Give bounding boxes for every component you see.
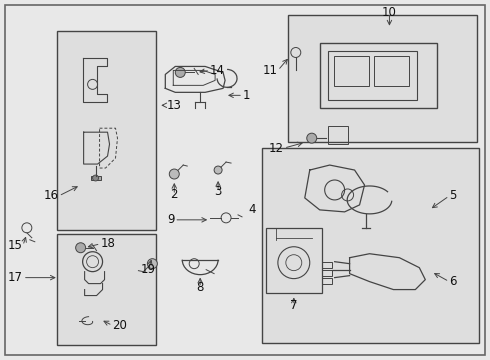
Bar (328, 126, 347, 144)
Text: 18: 18 (100, 237, 116, 250)
Text: 6: 6 (449, 275, 457, 288)
Text: 17: 17 (8, 271, 23, 284)
Bar (322, 270, 332, 276)
Circle shape (93, 175, 98, 181)
Polygon shape (91, 176, 100, 180)
Bar (57, 234, 156, 345)
Bar (328, 50, 417, 100)
Text: 2: 2 (171, 188, 178, 202)
Text: 20: 20 (113, 319, 127, 332)
Bar (374, 57, 409, 86)
Text: 14: 14 (210, 64, 225, 77)
Bar (319, 42, 437, 108)
Circle shape (147, 259, 157, 269)
Text: 12: 12 (269, 141, 284, 155)
Circle shape (214, 166, 222, 174)
Text: 5: 5 (449, 189, 457, 202)
Text: 8: 8 (196, 281, 204, 294)
Text: 19: 19 (141, 263, 156, 276)
Bar (322, 278, 332, 284)
Circle shape (75, 243, 86, 253)
Text: 10: 10 (382, 6, 397, 19)
Text: 16: 16 (44, 189, 59, 202)
Bar (262, 148, 479, 343)
Text: 7: 7 (290, 299, 297, 312)
Text: 1: 1 (243, 89, 250, 102)
Bar (288, 15, 477, 142)
Text: 3: 3 (215, 185, 222, 198)
Text: 4: 4 (248, 203, 255, 216)
Text: 11: 11 (263, 64, 278, 77)
Text: 15: 15 (8, 239, 23, 252)
Circle shape (307, 133, 317, 143)
Bar (266, 228, 322, 293)
Circle shape (169, 169, 179, 179)
Bar (322, 262, 332, 268)
Bar (334, 57, 368, 86)
Bar (57, 31, 156, 230)
Text: 13: 13 (166, 99, 181, 112)
Circle shape (175, 67, 185, 77)
Text: 9: 9 (167, 213, 174, 226)
